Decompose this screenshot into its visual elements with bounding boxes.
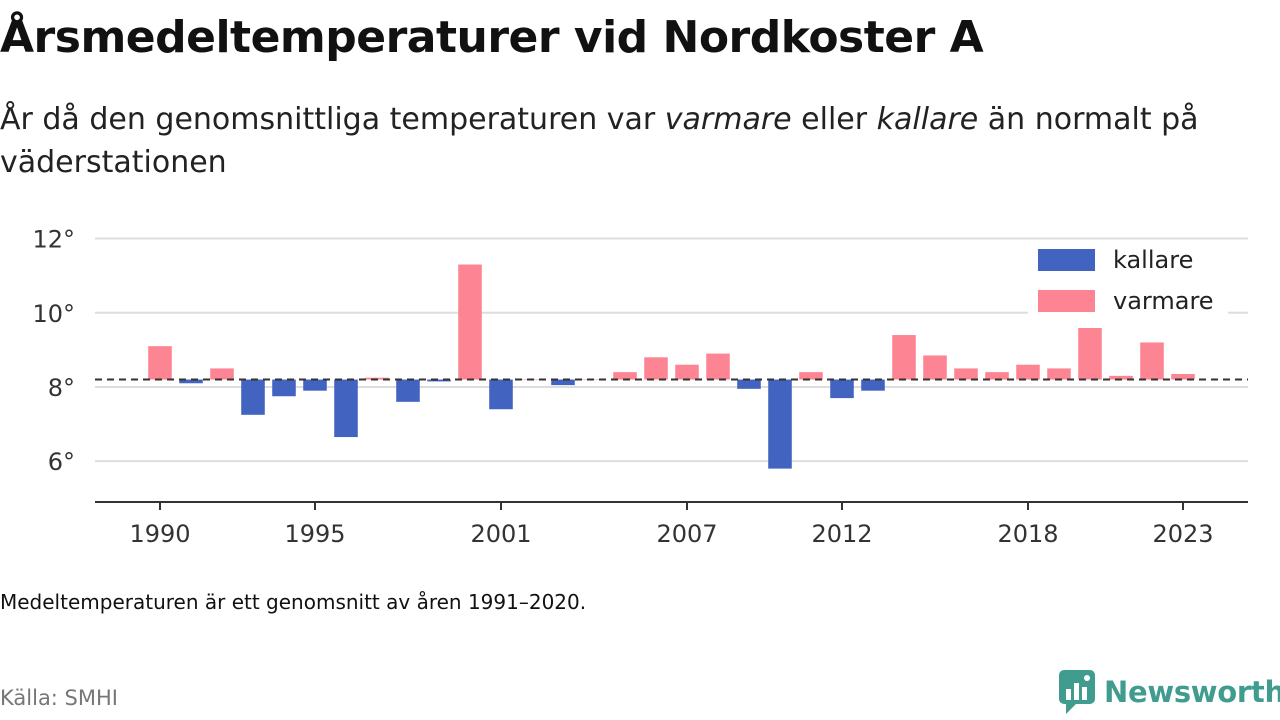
bar-2022	[1140, 342, 1164, 380]
x-tick-label: 2001	[470, 520, 531, 548]
bar-2005	[613, 372, 637, 380]
bar-2006	[644, 357, 668, 380]
bars	[148, 264, 1195, 469]
bar-2018	[1016, 364, 1040, 380]
bar-2019	[1047, 368, 1071, 380]
x-tick-label: 1995	[284, 520, 345, 548]
bar-2009	[737, 379, 761, 389]
bar-1996	[334, 379, 358, 438]
subtitle-emphasis-warmer: varmare	[664, 102, 792, 137]
newsworthy-logo-icon	[1059, 670, 1095, 714]
legend-label-kallare: kallare	[1113, 246, 1193, 274]
bar-2013	[861, 379, 885, 391]
x-tick-label: 1990	[129, 520, 190, 548]
subtitle-text: än normalt på väderstationen	[0, 102, 1199, 180]
newsworthy-logo: Newsworthy	[1058, 670, 1280, 714]
bar-1993	[241, 379, 265, 415]
bar-1994	[272, 379, 296, 397]
y-tick-label: 10°	[32, 300, 75, 328]
bar-2023	[1171, 373, 1195, 380]
bar-2007	[675, 364, 699, 380]
legend-swatch-kallare	[1038, 249, 1095, 271]
bar-2016	[954, 368, 978, 380]
bar-2000	[458, 264, 482, 380]
x-tick-label: 2007	[656, 520, 717, 548]
subtitle-text: År då den genomsnittliga temperaturen va…	[0, 102, 665, 137]
y-tick-label: 12°	[32, 226, 75, 254]
bar-chart: 6°8°10°12° 1990 1995 2001 2007 2012 2018 2023 …	[32, 226, 1248, 548]
y-tick-label: 8°	[48, 374, 75, 402]
bar-2008	[706, 353, 730, 380]
legend: kallare varmare	[1028, 242, 1228, 328]
bar-2017	[985, 372, 1009, 380]
source-label: Källa: SMHI	[0, 686, 118, 710]
bar-2003	[551, 379, 575, 386]
legend-label-varmare: varmare	[1113, 287, 1214, 315]
chart-title: Årsmedeltemperaturer vid Nordkoster A	[0, 12, 984, 63]
x-tick-label: 2018	[997, 520, 1058, 548]
bar-2012	[830, 379, 854, 399]
bar-2001	[489, 379, 513, 410]
bar-1999	[427, 379, 451, 382]
x-tick-label: 2012	[811, 520, 872, 548]
bar-1992	[210, 368, 234, 380]
y-tick-label: 6°	[48, 448, 75, 476]
bar-2021	[1109, 375, 1133, 380]
bar-2020	[1078, 320, 1102, 380]
bar-2011	[799, 372, 823, 380]
subtitle-emphasis-colder: kallare	[876, 102, 979, 137]
bar-1995	[303, 379, 327, 391]
subtitle-text: eller	[791, 102, 877, 137]
bar-1998	[396, 379, 420, 402]
bar-2015	[923, 355, 947, 380]
footnote: Medeltemperaturen är ett genomsnitt av å…	[0, 590, 587, 614]
bar-1991	[179, 379, 203, 384]
brand-name: Newsworthy	[1104, 675, 1280, 709]
bar-1990	[148, 346, 172, 380]
chart-subtitle: År då den genomsnittliga temperaturen va…	[0, 98, 1260, 184]
bar-2010	[768, 379, 792, 469]
x-axis-ticks: 1990 1995 2001 2007 2012 2018 2023	[129, 502, 1214, 548]
bar-2014	[892, 335, 916, 380]
x-tick-label: 2023	[1152, 520, 1213, 548]
legend-swatch-varmare	[1038, 290, 1095, 312]
y-axis-labels: 6° 8° 10° 12°	[32, 226, 75, 477]
